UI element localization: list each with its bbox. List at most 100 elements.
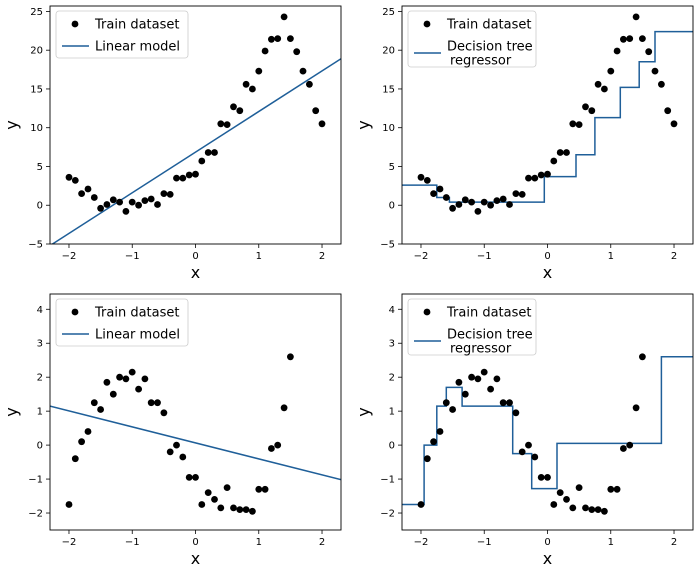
data-point [512, 190, 520, 198]
data-point [255, 67, 263, 75]
data-point [670, 120, 678, 128]
data-point [236, 506, 244, 513]
data-point [487, 201, 494, 209]
legend-marker-points [423, 20, 431, 28]
data-point [274, 35, 282, 42]
data-point [242, 80, 250, 88]
y-tick-label: 5 [389, 162, 395, 173]
data-point [639, 353, 646, 361]
data-point [664, 107, 672, 115]
data-point [569, 120, 577, 128]
x-axis-label: x [543, 549, 552, 568]
data-point [280, 13, 288, 21]
x-tick-label: 1 [608, 251, 614, 262]
data-point [474, 208, 482, 215]
data-point [423, 177, 431, 184]
data-point [474, 375, 482, 383]
data-point [430, 438, 437, 446]
data-point [550, 501, 558, 508]
legend: Train dataset Linear model [55, 298, 189, 347]
data-point [588, 506, 596, 513]
x-tick-label: −2 [414, 251, 429, 262]
data-point [217, 504, 225, 512]
data-point [582, 504, 589, 512]
legend-label: Decision tree [447, 328, 533, 343]
data-point [261, 485, 269, 493]
data-point [287, 35, 294, 42]
data-point [493, 375, 501, 383]
data-point [71, 177, 79, 184]
data-point [582, 103, 589, 111]
legend-marker-points [71, 308, 79, 316]
y-tick-label: 2 [37, 373, 43, 384]
legend-marker-points [71, 20, 79, 28]
data-point [531, 174, 539, 182]
data-point [173, 174, 180, 182]
x-tick-label: 2 [319, 251, 325, 262]
data-point [147, 195, 155, 203]
x-tick-label: 2 [319, 537, 325, 548]
data-point [651, 67, 659, 75]
data-point [607, 485, 615, 493]
data-point [544, 170, 551, 178]
data-point [449, 406, 456, 413]
data-point [613, 47, 621, 55]
linear-fit-line [51, 58, 341, 244]
data-point [594, 506, 602, 513]
data-point [103, 378, 111, 386]
x-axis-label: x [191, 549, 200, 568]
linear-fit-line [50, 405, 341, 481]
y-tick-label: 4 [389, 305, 395, 316]
data-point [268, 35, 275, 43]
legend-marker-points [423, 308, 431, 316]
data-point [154, 201, 161, 208]
y-tick-label: 0 [389, 441, 395, 452]
legend: Train dataset Linear model [55, 10, 189, 59]
data-point [512, 409, 520, 417]
data-point [312, 107, 320, 115]
data-point [147, 399, 155, 407]
data-point [261, 47, 269, 55]
data-point [569, 504, 577, 512]
data-point [249, 85, 256, 93]
legend-label: Linear model [95, 40, 180, 55]
data-point [601, 507, 608, 515]
data-point [493, 197, 501, 205]
y-tick-label: 10 [382, 123, 395, 134]
data-point [141, 197, 149, 205]
data-point [563, 149, 570, 156]
y-tick-label: 5 [37, 162, 43, 173]
data-point [90, 194, 98, 201]
y-tick-label: 15 [30, 84, 43, 95]
y-tick-label: −5 [28, 240, 43, 251]
legend-label: Linear model [95, 328, 180, 343]
data-point [601, 85, 608, 93]
data-point [506, 399, 513, 407]
x-tick-label: −2 [414, 537, 429, 548]
x-tick-label: 2 [671, 251, 677, 262]
data-point [430, 190, 437, 198]
data-point [588, 107, 596, 115]
data-point [192, 474, 199, 481]
data-point [461, 196, 469, 204]
y-tick-label: −1 [380, 475, 395, 486]
data-point [179, 174, 187, 182]
y-tick-label: 15 [382, 84, 395, 95]
data-point [223, 484, 231, 491]
data-point [141, 375, 149, 383]
data-point [160, 190, 168, 198]
data-point [198, 157, 206, 165]
y-tick-label: 4 [37, 305, 43, 316]
y-tick-label: 20 [382, 46, 395, 57]
data-point [487, 385, 494, 393]
data-point [468, 198, 475, 206]
x-tick-label: −1 [477, 251, 492, 262]
data-point [103, 201, 111, 208]
data-point [544, 474, 551, 481]
data-point [116, 198, 123, 206]
data-point [626, 441, 634, 449]
data-point [556, 489, 564, 496]
data-point [166, 191, 174, 198]
data-point [268, 445, 275, 452]
